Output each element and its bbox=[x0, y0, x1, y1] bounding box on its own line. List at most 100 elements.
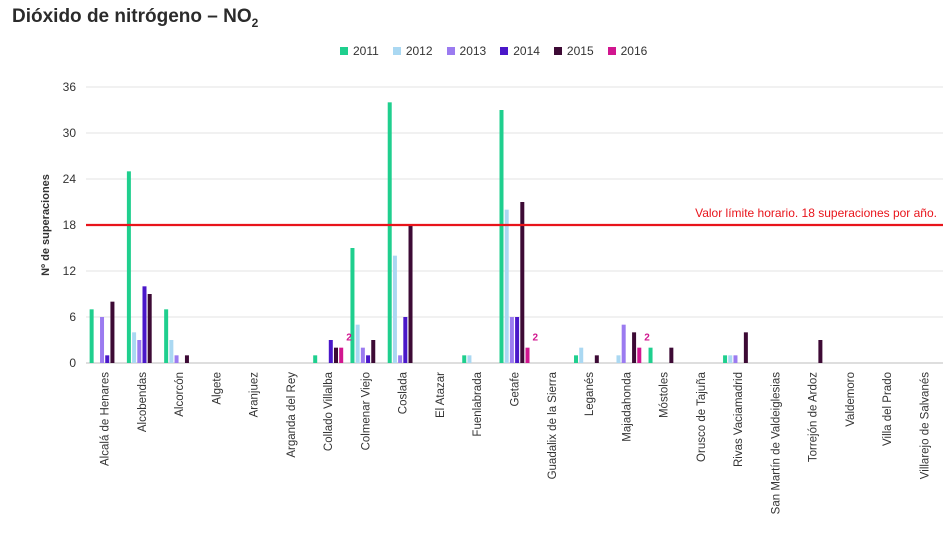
bar-2015 bbox=[110, 301, 115, 363]
bar-2015 bbox=[743, 332, 748, 363]
bar-2013 bbox=[509, 317, 514, 363]
x-tick-label: Alcobendas bbox=[137, 372, 149, 432]
bar-2012 bbox=[132, 332, 137, 363]
y-tick-label: 24 bbox=[63, 172, 77, 186]
bar-2012 bbox=[169, 340, 174, 363]
bar-2012 bbox=[579, 347, 584, 363]
bar-2012 bbox=[728, 355, 733, 363]
legend-label: 2011 bbox=[353, 44, 379, 58]
bar-2013 bbox=[621, 324, 626, 363]
bar-2016 bbox=[339, 347, 344, 363]
bar-2014 bbox=[105, 355, 110, 363]
data-label: 2 bbox=[346, 333, 352, 344]
x-tick-label: Arganda del Rey bbox=[286, 372, 298, 458]
bar-2011 bbox=[648, 347, 653, 363]
x-tick-label: Guadalix de la Sierra bbox=[547, 371, 559, 479]
data-label: 2 bbox=[644, 333, 650, 344]
x-tick-label: Alcorcón bbox=[174, 372, 186, 417]
x-tick-label: Móstoles bbox=[659, 372, 671, 418]
x-tick-label: Villa del Prado bbox=[882, 372, 894, 446]
legend-label: 2016 bbox=[620, 44, 648, 58]
x-tick-label: Algete bbox=[211, 372, 223, 405]
x-tick-label: Getafe bbox=[510, 372, 522, 407]
bar-2015 bbox=[632, 332, 637, 363]
bar-2011 bbox=[313, 355, 318, 363]
legend-label: 2012 bbox=[405, 44, 433, 58]
y-tick-label: 30 bbox=[63, 126, 77, 140]
x-tick-label: Valdemoro bbox=[845, 372, 857, 427]
x-tick-label: Leganés bbox=[584, 372, 596, 416]
x-tick-label: Majadahonda bbox=[621, 371, 633, 441]
bar-2014 bbox=[403, 317, 408, 363]
bar-2011 bbox=[723, 355, 728, 363]
bar-2011 bbox=[126, 171, 131, 363]
bar-2014 bbox=[142, 286, 147, 363]
y-tick-label: 12 bbox=[63, 264, 77, 278]
bar-2011 bbox=[387, 102, 392, 363]
x-tick-label: Fuenlabrada bbox=[472, 371, 484, 436]
x-tick-label: San Martín de Valdeiglesias bbox=[770, 372, 782, 515]
bar-2015 bbox=[594, 355, 599, 363]
x-tick-label: El Atazar bbox=[435, 372, 447, 418]
bar-2015 bbox=[669, 347, 674, 363]
bar-2012 bbox=[355, 324, 360, 363]
legend-swatch bbox=[340, 47, 348, 55]
y-tick-label: 36 bbox=[63, 80, 77, 94]
bar-2015 bbox=[520, 202, 525, 363]
bar-2011 bbox=[164, 309, 169, 363]
legend-swatch bbox=[607, 47, 616, 55]
bar-2013 bbox=[100, 317, 105, 363]
bar-2012 bbox=[504, 209, 509, 363]
x-tick-label: Alcalá de Henares bbox=[100, 372, 112, 466]
bar-2014 bbox=[366, 355, 371, 363]
x-tick-label: Villarejo de Salvanés bbox=[919, 372, 931, 479]
chart-title-subscript: 2 bbox=[251, 15, 259, 30]
y-axis-title: Nº de superaciones bbox=[40, 174, 52, 276]
bar-2012 bbox=[616, 355, 621, 363]
chart-title-text: Dióxido de nitrógeno – NO bbox=[12, 6, 252, 27]
bar-2013 bbox=[174, 355, 179, 363]
x-tick-label: Torrejón de Ardoz bbox=[808, 372, 820, 462]
bar-2011 bbox=[350, 248, 355, 363]
bar-2011 bbox=[89, 309, 94, 363]
x-tick-label: Aranjuez bbox=[249, 372, 261, 418]
y-tick-label: 0 bbox=[69, 356, 76, 370]
legend-item: 2011 bbox=[340, 44, 379, 58]
chart-legend: 2011 2012 2013 2014 2015 2016 bbox=[340, 44, 647, 58]
chart-title: Dióxido de nitrógeno – NO2 bbox=[12, 6, 258, 30]
bar-2015 bbox=[818, 340, 823, 363]
bar-2014 bbox=[515, 317, 520, 363]
legend-label: 2015 bbox=[566, 44, 594, 58]
bar-2012 bbox=[467, 355, 472, 363]
legend-item: 2012 bbox=[392, 44, 433, 58]
y-tick-label: 18 bbox=[63, 218, 77, 232]
bar-2014 bbox=[328, 340, 333, 363]
bar-2013 bbox=[398, 355, 403, 363]
bar-2011 bbox=[574, 355, 579, 363]
bar-2015 bbox=[408, 225, 413, 363]
legend-item: 2013 bbox=[446, 44, 487, 58]
legend-label: 2014 bbox=[513, 44, 540, 58]
x-tick-label: Rivas Vaciamadrid bbox=[733, 372, 745, 467]
bar-2013 bbox=[137, 340, 142, 363]
bar-2015 bbox=[147, 294, 152, 363]
bar-2016 bbox=[525, 347, 530, 363]
legend-swatch bbox=[553, 47, 562, 55]
bar-2015 bbox=[184, 355, 189, 363]
legend-swatch bbox=[446, 47, 455, 55]
x-tick-label: Orusco de Tajuña bbox=[696, 371, 708, 462]
bar-2013 bbox=[360, 347, 365, 363]
legend-swatch bbox=[392, 47, 401, 55]
bar-2011 bbox=[462, 355, 467, 363]
x-tick-label: Collado Villalba bbox=[323, 371, 335, 451]
x-tick-label: Coslada bbox=[398, 371, 410, 414]
y-tick-label: 6 bbox=[69, 310, 76, 324]
legend-item: 2015 bbox=[553, 44, 594, 58]
x-tick-label: Colmenar Viejo bbox=[360, 372, 372, 450]
bar-2015 bbox=[333, 347, 338, 363]
data-label: 2 bbox=[533, 333, 539, 344]
legend-item: 2014 bbox=[500, 44, 540, 58]
bar-2013 bbox=[733, 355, 738, 363]
bar-2015 bbox=[371, 340, 376, 363]
legend-label: 2013 bbox=[459, 44, 487, 58]
